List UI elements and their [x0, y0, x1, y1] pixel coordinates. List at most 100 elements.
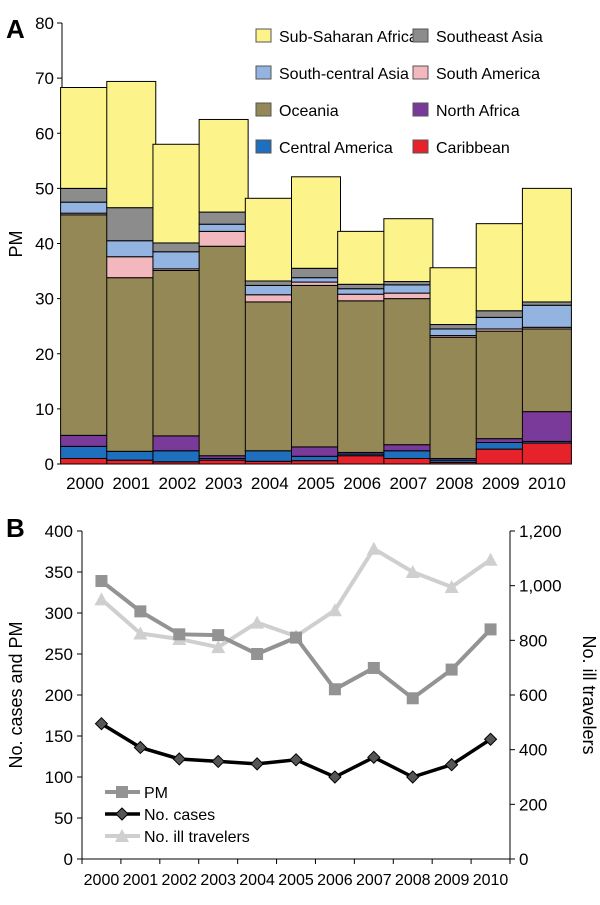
bar-segment-sub-saharan-africa-2005	[291, 176, 341, 269]
panel-b-axes: 0 50 100 150 200 250 300 350 400 0 200 400 600 800 1,0…	[45, 522, 562, 889]
bar-segment-central-america-2009	[475, 442, 526, 450]
point-pm-2008	[406, 692, 419, 705]
x-tick-label: 2008	[436, 474, 474, 493]
bar-segment-north-africa-2005	[291, 446, 341, 457]
point-no-ill-travelers-2000	[94, 592, 109, 606]
bar-segment-north-africa-2009	[475, 438, 526, 444]
legend-swatch-south-america	[412, 65, 429, 80]
bar-segment-sub-saharan-africa-2008	[429, 267, 480, 326]
panel-b-lines	[94, 541, 498, 784]
x-tick-label: 2003	[200, 872, 236, 889]
bar-segment-south-central-asia-2008	[429, 328, 480, 337]
legend-swatch-south-central-asia	[255, 65, 272, 80]
legend-marker-no-cases	[115, 807, 129, 821]
bar-segment-oceania-2000	[60, 214, 111, 436]
bar-segment-southeast-asia-2009	[475, 310, 526, 318]
legend-label-caribbean: Caribbean	[436, 140, 510, 157]
bar-segment-southeast-asia-2000	[60, 187, 111, 203]
bar-segment-south-america-2003	[198, 230, 249, 247]
legend-swatch-sub-saharan-africa	[255, 28, 272, 43]
point-no-ill-travelers-2003	[211, 640, 226, 654]
point-pm-2007	[367, 661, 380, 674]
x-tick-label: 2006	[343, 474, 381, 493]
right-tick-label: 1,000	[519, 577, 562, 596]
bar-segment-south-central-asia-2004	[244, 284, 295, 296]
bar-segment-southeast-asia-2001	[106, 207, 157, 242]
bar-segment-oceania-2006	[337, 300, 388, 453]
bar-segment-central-america-2004	[244, 450, 295, 462]
right-tick-label: 1,200	[519, 522, 562, 541]
point-pm-2006	[328, 683, 341, 696]
right-tick-label: 200	[519, 795, 547, 814]
line-no-cases	[100, 722, 492, 779]
point-no-cases-2002	[172, 752, 186, 766]
bar-segment-oceania-2010	[521, 328, 572, 413]
right-tick-label: 0	[519, 850, 528, 869]
legend-label-oceania: Oceania	[279, 103, 339, 120]
y-tick-label: 10	[35, 400, 54, 419]
left-tick-label: 300	[45, 604, 73, 623]
point-no-ill-travelers-2010	[483, 552, 498, 566]
bar-segment-sub-saharan-africa-2009	[475, 223, 526, 312]
x-tick-label: 2009	[434, 872, 470, 889]
bar-segment-sub-saharan-africa-2010	[521, 187, 572, 303]
bar-segment-south-central-asia-2006	[337, 288, 388, 295]
x-tick-label: 2003	[205, 474, 243, 493]
bar-segment-central-america-2007	[383, 450, 434, 459]
x-tick-label: 2009	[482, 474, 520, 493]
legend-label-no-ill-travelers: No. ill travelers	[144, 829, 250, 846]
point-no-cases-2001	[133, 740, 148, 755]
bar-segment-south-central-asia-2009	[475, 316, 526, 330]
bar-segment-central-america-2000	[60, 445, 111, 459]
x-tick-label: 2001	[123, 872, 159, 889]
y-tick-label: 0	[45, 455, 54, 474]
bar-segment-caribbean-2010	[521, 442, 572, 465]
x-tick-label: 2008	[395, 872, 431, 889]
point-pm-2003	[212, 629, 225, 642]
x-tick-label: 2000	[84, 872, 120, 889]
right-tick-label: 800	[519, 631, 547, 650]
point-no-cases-2009	[444, 757, 459, 772]
bar-segment-north-africa-2002	[152, 435, 203, 452]
left-tick-label: 350	[45, 563, 73, 582]
point-pm-2009	[445, 663, 458, 676]
bar-segment-oceania-2001	[106, 277, 157, 452]
bar-segment-southeast-asia-2005	[291, 267, 341, 279]
bar-segment-southeast-asia-2002	[152, 242, 203, 253]
bar-segment-sub-saharan-africa-2001	[106, 80, 157, 209]
point-no-cases-2007	[367, 750, 381, 765]
bar-segment-caribbean-2003	[198, 459, 249, 465]
panel-a-label: A	[6, 14, 25, 44]
x-tick-label: 2007	[389, 474, 427, 493]
bar-segment-south-central-asia-2003	[198, 223, 249, 232]
bar-segment-oceania-2003	[198, 245, 249, 457]
legend-swatch-caribbean	[412, 139, 429, 154]
legend-label-pm: PM	[144, 785, 168, 802]
right-tick-label: 600	[519, 686, 547, 705]
point-no-ill-travelers-2004	[250, 615, 265, 629]
x-tick-label: 2001	[112, 474, 150, 493]
point-pm-2004	[251, 648, 264, 660]
legend-label-sub-saharan-africa: Sub-Saharan Africa	[279, 29, 418, 46]
point-pm-2000	[95, 575, 108, 588]
point-no-ill-travelers-2007	[366, 541, 381, 555]
bar-segment-south-central-asia-2005	[291, 277, 341, 283]
panel-a-y-axis-label: PM	[6, 231, 26, 258]
bar-segment-oceania-2002	[152, 270, 203, 437]
bar-segment-caribbean-2007	[383, 457, 434, 465]
bar-segment-caribbean-2009	[475, 448, 526, 465]
bar-segment-south-central-asia-2001	[106, 240, 157, 258]
panel-a-legend: Sub-Saharan Africa Southeast Asia South-ce…	[255, 28, 543, 157]
x-tick-label: 2004	[251, 474, 289, 493]
bar-segment-north-africa-2010	[521, 411, 572, 442]
y-tick-label: 60	[35, 124, 54, 143]
left-tick-label: 250	[45, 645, 73, 664]
point-no-ill-travelers-2006	[327, 603, 342, 617]
bar-segment-central-america-2005	[291, 455, 341, 462]
bar-segment-north-africa-2007	[383, 444, 434, 452]
x-tick-label: 2000	[66, 474, 104, 493]
bar-segment-southeast-asia-2008	[429, 324, 480, 330]
bar-segment-caribbean-2006	[337, 455, 388, 465]
bar-segment-central-america-2001	[106, 450, 157, 461]
x-tick-label: 2002	[161, 872, 197, 889]
